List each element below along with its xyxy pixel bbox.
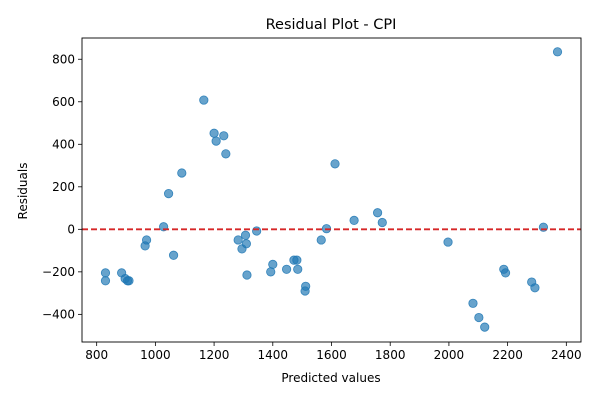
x-tick-label-1600: 1600 [316, 348, 347, 362]
data-point-10 [168, 250, 179, 260]
data-point-36 [377, 217, 387, 228]
data-point-44 [530, 283, 540, 293]
x-tick-label-1000: 1000 [140, 348, 171, 362]
data-point-28 [293, 264, 303, 274]
data-point-12 [199, 95, 209, 105]
data-point-39 [474, 312, 484, 323]
data-point-40 [480, 322, 490, 332]
data-point-1 [100, 276, 111, 286]
y-tick-label-600: 600 [52, 95, 75, 109]
data-point-15 [219, 131, 229, 141]
data-point-24 [268, 259, 278, 270]
data-point-34 [349, 215, 359, 225]
y-tick-label--200: −200 [42, 265, 75, 279]
data-point-9 [163, 189, 174, 199]
data-point-25 [281, 264, 292, 274]
data-point-31 [316, 235, 326, 245]
x-tick-label-800: 800 [85, 348, 108, 362]
y-tick-label-400: 400 [52, 137, 75, 151]
x-tick-label-2200: 2200 [492, 348, 523, 362]
y-tick-label-200: 200 [52, 180, 75, 194]
data-point-7 [141, 235, 152, 245]
plot-area [82, 47, 581, 332]
y-tick-label-800: 800 [52, 52, 75, 66]
data-point-5 [124, 276, 134, 286]
x-tick-label-1400: 1400 [258, 348, 289, 362]
data-point-35 [372, 208, 383, 218]
data-point-19 [240, 230, 251, 240]
y-tick-label-0: 0 [67, 222, 75, 236]
data-point-27 [292, 255, 302, 265]
y-axis-label: Residuals [16, 163, 30, 220]
chart-title: Residual Plot - CPI [266, 17, 397, 33]
data-point-11 [177, 168, 187, 178]
data-point-13 [209, 128, 219, 138]
x-axis-label: Predicted values [281, 371, 380, 385]
data-point-16 [221, 149, 231, 159]
data-point-21 [242, 270, 252, 280]
x-tick-label-2000: 2000 [434, 348, 465, 362]
data-point-14 [211, 136, 221, 146]
data-point-17 [233, 235, 243, 245]
data-point-30 [301, 281, 311, 291]
data-point-33 [330, 159, 340, 169]
data-point-20 [241, 239, 251, 249]
data-point-0 [100, 268, 111, 278]
x-tick-label-2400: 2400 [551, 348, 582, 362]
x-tick-label-1800: 1800 [375, 348, 406, 362]
data-point-46 [552, 47, 563, 57]
x-axis-ticks: 800 1000 1200 1400 1600 1800 2000 2200 2400 [85, 342, 582, 362]
x-tick-label-1200: 1200 [199, 348, 230, 362]
axes-frame [81, 37, 582, 343]
data-point-42 [500, 268, 511, 278]
data-point-22 [252, 226, 262, 236]
y-tick-label--400: −400 [42, 307, 75, 321]
data-point-38 [468, 298, 478, 308]
y-axis-ticks: −400 −200 0 200 400 600 800 [42, 52, 82, 321]
data-point-37 [443, 237, 453, 247]
